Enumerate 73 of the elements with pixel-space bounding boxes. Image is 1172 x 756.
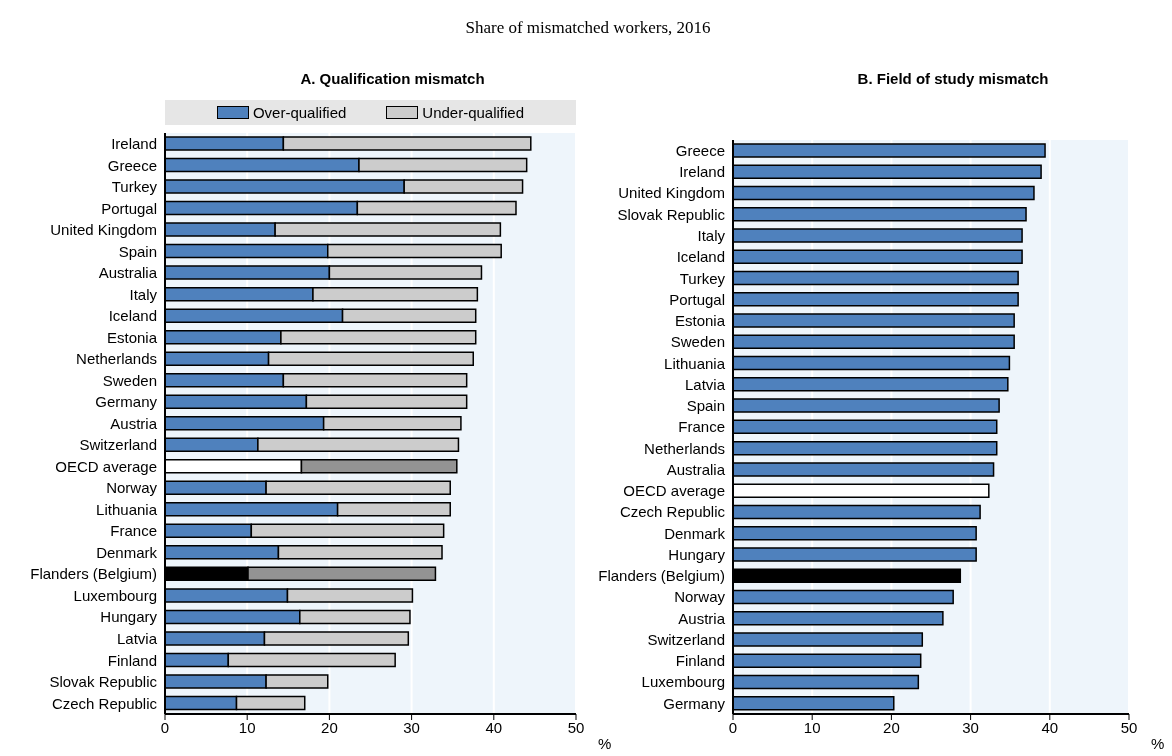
x-tick-label: 0 [160, 718, 170, 736]
y-tick-label: Finland [675, 652, 725, 670]
y-tick-label: Estonia [106, 328, 158, 346]
y-tick-label: Netherlands [76, 350, 157, 368]
y-tick-label: Germany [95, 393, 158, 411]
y-tick-label: Switzerland [647, 630, 725, 648]
y-tick-label: France [678, 418, 725, 436]
y-tick-label: Italy [129, 285, 158, 303]
y-tick-label: Denmark [96, 543, 158, 561]
y-tick-label: Portugal [669, 290, 725, 308]
y-tick-label: United Kingdom [618, 184, 725, 202]
chart-title: A. Qualification mismatch [299, 70, 486, 89]
y-tick-label: Slovak Republic [49, 673, 158, 691]
y-tick-label: Austria [678, 609, 726, 627]
y-tick-label: Latvia [116, 630, 158, 648]
y-tick-label: Slovak Republic [617, 205, 726, 223]
y-tick-label: France [110, 522, 157, 540]
x-tick-label: 40 [485, 718, 503, 736]
y-tick-label: Sweden [670, 333, 725, 351]
x-tick-label: 10 [803, 718, 821, 736]
y-tick-label: Luxembourg [73, 586, 157, 604]
y-tick-label: Ireland [111, 135, 157, 153]
chart-title: B. Field of study mismatch [856, 70, 1050, 89]
y-tick-label: Iceland [676, 248, 725, 266]
y-tick-label: Lithuania [96, 500, 158, 518]
x-tick-label: 50 [1120, 718, 1138, 736]
y-tick-label: Spain [118, 242, 157, 260]
y-tick-label: Norway [674, 588, 726, 606]
y-tick-label: Norway [106, 479, 158, 497]
y-tick-label: Ireland [679, 163, 725, 181]
y-tick-label: Denmark [664, 524, 726, 542]
y-tick-label: Finland [107, 651, 157, 669]
y-tick-label: Latvia [684, 375, 726, 393]
y-tick-label: Czech Republic [619, 503, 726, 521]
y-tick-label: Australia [98, 264, 158, 282]
y-tick-label: Hungary [668, 545, 726, 563]
x-tick-label: 20 [883, 718, 900, 736]
x-axis-title: % [598, 735, 612, 753]
x-axis-title: % [1151, 735, 1165, 753]
y-tick-label: Turkey [111, 178, 158, 196]
y-tick-label: Italy [697, 226, 726, 244]
y-tick-label: Luxembourg [641, 673, 725, 691]
y-tick-label: Portugal [101, 199, 157, 217]
x-tick-label: 40 [1041, 718, 1059, 736]
y-tick-label: Australia [666, 460, 726, 478]
y-tick-label: Iceland [108, 307, 157, 325]
x-tick-label: 50 [567, 718, 585, 736]
y-tick-label: Sweden [102, 371, 157, 389]
y-tick-label: OECD average [55, 457, 157, 475]
x-tick-label: 30 [403, 718, 420, 736]
y-tick-label: Turkey [679, 269, 726, 287]
y-tick-label: Czech Republic [51, 694, 158, 712]
y-tick-label: Flanders (Belgium) [598, 567, 725, 585]
x-tick-label: 10 [238, 718, 256, 736]
legend-label: Over-qualified [251, 104, 347, 121]
y-tick-label: Spain [686, 397, 725, 415]
y-tick-label: United Kingdom [50, 221, 157, 239]
y-tick-label: Switzerland [79, 436, 157, 454]
y-tick-label: Lithuania [664, 354, 726, 372]
y-tick-label: Germany [663, 694, 726, 712]
y-tick-label: Netherlands [644, 439, 725, 457]
x-tick-label: 20 [321, 718, 338, 736]
y-tick-label: Flanders (Belgium) [30, 565, 157, 583]
y-tick-label: OECD average [623, 482, 725, 500]
y-tick-label: Hungary [100, 608, 158, 626]
y-tick-label: Estonia [674, 312, 726, 330]
legend-label: Under-qualified [421, 104, 525, 121]
y-tick-label: Greece [107, 156, 157, 174]
y-tick-label: Greece [675, 141, 725, 159]
x-tick-label: 30 [962, 718, 979, 736]
text: Share of mismatched workers, 2016 [464, 18, 712, 38]
y-tick-label: Austria [110, 414, 158, 432]
x-tick-label: 0 [728, 718, 738, 736]
